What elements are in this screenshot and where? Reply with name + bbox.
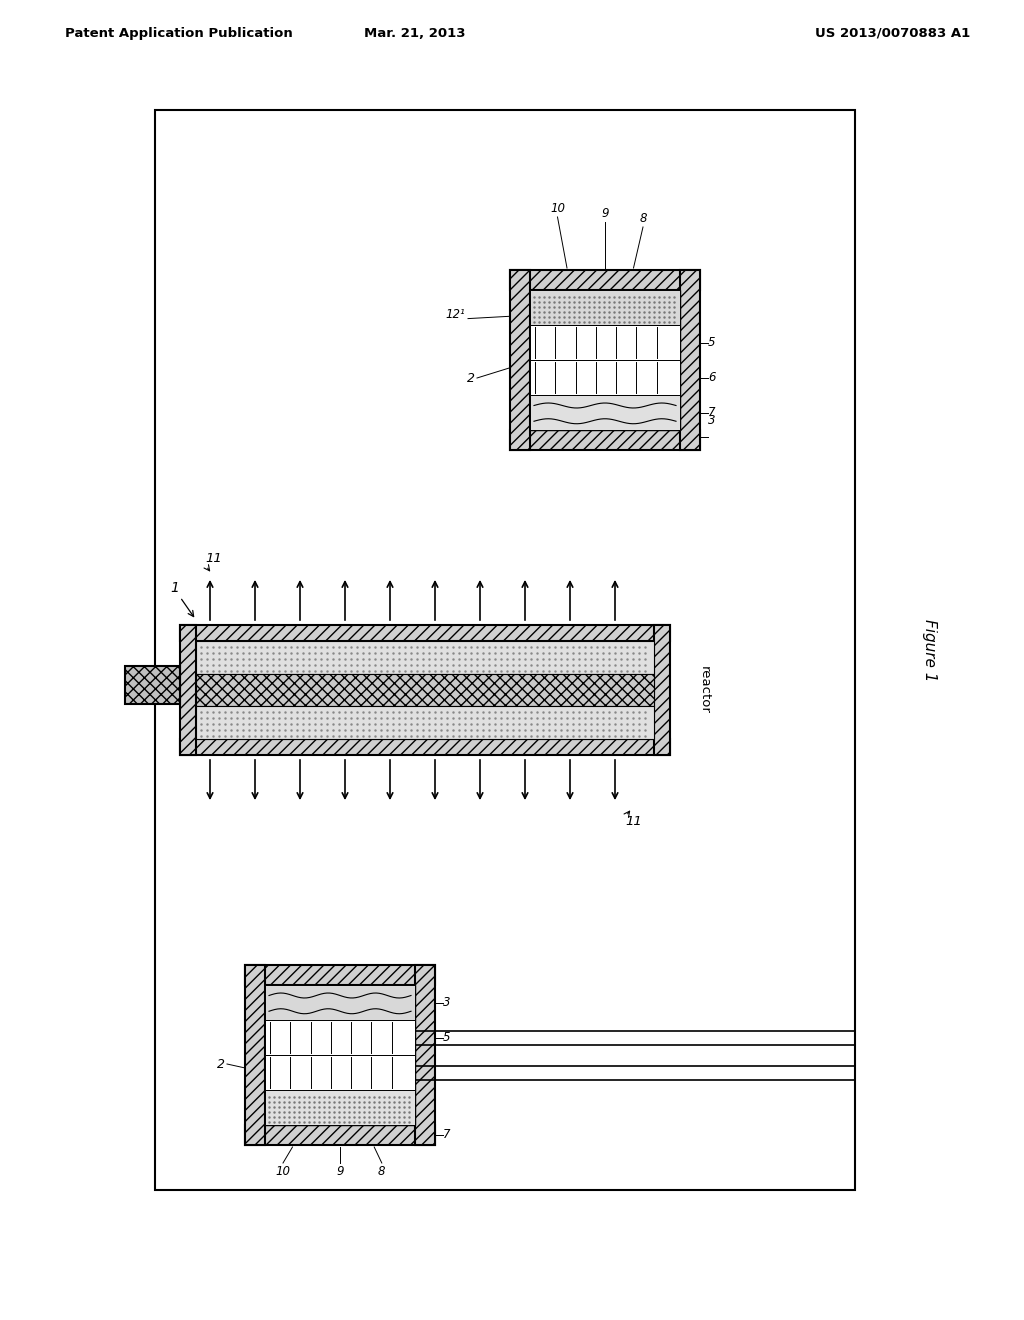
Bar [196, 642, 654, 673]
Text: 5: 5 [708, 337, 716, 348]
Text: 7: 7 [443, 1129, 451, 1142]
Bar [180, 739, 670, 755]
Bar [530, 360, 680, 395]
Text: 11: 11 [625, 814, 642, 828]
Bar [196, 706, 654, 739]
Text: 8: 8 [378, 1166, 386, 1177]
Text: 2: 2 [467, 371, 475, 384]
Bar [530, 290, 680, 325]
Text: reactor: reactor [698, 667, 711, 714]
Text: 12¹: 12¹ [445, 309, 465, 322]
Bar [680, 271, 700, 450]
Bar [125, 667, 180, 705]
Bar [155, 110, 855, 1191]
Text: 9: 9 [336, 1166, 344, 1177]
Bar [265, 985, 415, 1020]
Bar [265, 1020, 415, 1055]
Text: 8: 8 [639, 213, 647, 224]
Text: 9: 9 [601, 207, 608, 220]
Bar [245, 965, 435, 985]
Bar [196, 673, 654, 706]
Text: 3: 3 [708, 413, 716, 426]
Text: 1: 1 [171, 581, 179, 595]
Bar [510, 271, 700, 290]
Bar [530, 325, 680, 360]
Bar [510, 430, 700, 450]
Bar [265, 1090, 415, 1125]
Bar [245, 1125, 435, 1144]
Text: 3: 3 [443, 997, 451, 1008]
Text: 11: 11 [205, 552, 222, 565]
Text: US 2013/0070883 A1: US 2013/0070883 A1 [815, 26, 970, 40]
Text: Patent Application Publication: Patent Application Publication [65, 26, 293, 40]
Bar [654, 624, 670, 755]
Bar [510, 271, 530, 450]
Text: Figure 1: Figure 1 [923, 619, 938, 681]
Bar [265, 1055, 415, 1090]
Bar [530, 290, 680, 430]
Bar [180, 624, 670, 642]
Bar [180, 624, 196, 755]
Text: 2: 2 [217, 1057, 225, 1071]
Bar [530, 395, 680, 430]
Bar [265, 985, 415, 1125]
Text: 10: 10 [275, 1166, 291, 1177]
Bar [415, 965, 435, 1144]
Text: 5: 5 [443, 1031, 451, 1044]
Text: 6: 6 [708, 371, 716, 384]
Text: Mar. 21, 2013: Mar. 21, 2013 [365, 26, 466, 40]
Bar [245, 965, 265, 1144]
Text: 7: 7 [708, 407, 716, 418]
Text: 10: 10 [550, 202, 565, 215]
